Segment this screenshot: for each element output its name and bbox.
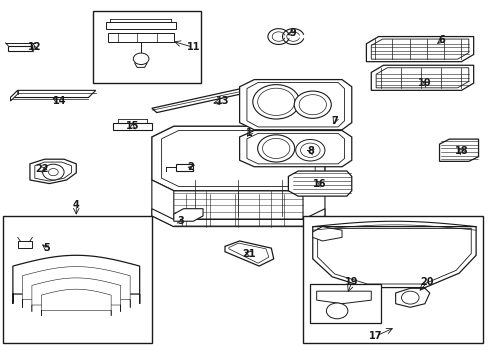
Polygon shape — [13, 255, 140, 304]
Polygon shape — [10, 90, 96, 98]
Text: 8: 8 — [306, 146, 313, 156]
Circle shape — [294, 91, 330, 118]
Polygon shape — [224, 241, 273, 266]
Text: 18: 18 — [454, 146, 468, 156]
Polygon shape — [366, 37, 473, 62]
Polygon shape — [152, 180, 173, 226]
Polygon shape — [10, 90, 18, 101]
Text: 2: 2 — [187, 162, 194, 172]
Polygon shape — [105, 22, 176, 30]
Circle shape — [401, 291, 418, 304]
Polygon shape — [370, 65, 473, 90]
Text: 17: 17 — [368, 331, 382, 341]
Text: 12: 12 — [28, 42, 41, 52]
Bar — [310, 284, 380, 323]
Polygon shape — [375, 68, 468, 88]
Circle shape — [42, 164, 64, 180]
Polygon shape — [312, 226, 475, 288]
Polygon shape — [312, 226, 341, 241]
Polygon shape — [303, 180, 325, 226]
Text: 10: 10 — [417, 78, 431, 88]
Polygon shape — [395, 288, 429, 307]
Polygon shape — [32, 278, 121, 312]
Polygon shape — [288, 171, 351, 196]
Text: 11: 11 — [186, 42, 200, 52]
Circle shape — [48, 168, 58, 176]
Polygon shape — [239, 131, 351, 167]
Bar — [93, 12, 200, 83]
Text: 5: 5 — [43, 243, 50, 253]
Polygon shape — [228, 243, 268, 263]
Polygon shape — [246, 82, 344, 127]
Text: 21: 21 — [242, 248, 256, 258]
Text: 20: 20 — [420, 277, 433, 287]
Polygon shape — [135, 59, 147, 67]
Polygon shape — [173, 209, 203, 221]
Text: 3: 3 — [177, 216, 184, 226]
Circle shape — [257, 135, 294, 162]
Circle shape — [252, 85, 299, 119]
Text: 19: 19 — [345, 277, 358, 287]
Polygon shape — [108, 33, 173, 42]
Polygon shape — [30, 159, 76, 184]
Polygon shape — [41, 289, 111, 316]
Circle shape — [295, 139, 325, 161]
Text: 22: 22 — [35, 164, 49, 174]
Text: 9: 9 — [289, 28, 296, 38]
Polygon shape — [152, 87, 254, 113]
Polygon shape — [113, 123, 152, 130]
Text: 16: 16 — [313, 179, 326, 189]
Circle shape — [299, 95, 326, 115]
Text: 4: 4 — [73, 200, 80, 210]
Polygon shape — [246, 134, 344, 164]
Polygon shape — [18, 241, 32, 248]
Polygon shape — [370, 39, 468, 59]
Text: 6: 6 — [438, 35, 445, 45]
Circle shape — [326, 303, 347, 319]
Polygon shape — [22, 267, 130, 308]
Polygon shape — [176, 164, 193, 171]
Polygon shape — [239, 80, 351, 130]
Circle shape — [262, 138, 289, 158]
Text: 15: 15 — [125, 121, 139, 131]
Polygon shape — [439, 139, 478, 161]
Text: 14: 14 — [52, 96, 66, 106]
Polygon shape — [8, 45, 32, 51]
Polygon shape — [35, 162, 71, 181]
Text: 1: 1 — [245, 129, 252, 138]
Bar — [3, 216, 152, 343]
Text: 13: 13 — [215, 96, 229, 106]
Circle shape — [257, 88, 294, 116]
Text: 7: 7 — [331, 116, 337, 126]
Polygon shape — [152, 209, 325, 226]
Circle shape — [300, 143, 320, 157]
Circle shape — [133, 53, 149, 64]
Polygon shape — [316, 291, 370, 304]
Polygon shape — [152, 126, 325, 191]
Polygon shape — [161, 131, 315, 186]
Bar — [303, 216, 483, 343]
Polygon shape — [317, 228, 470, 284]
